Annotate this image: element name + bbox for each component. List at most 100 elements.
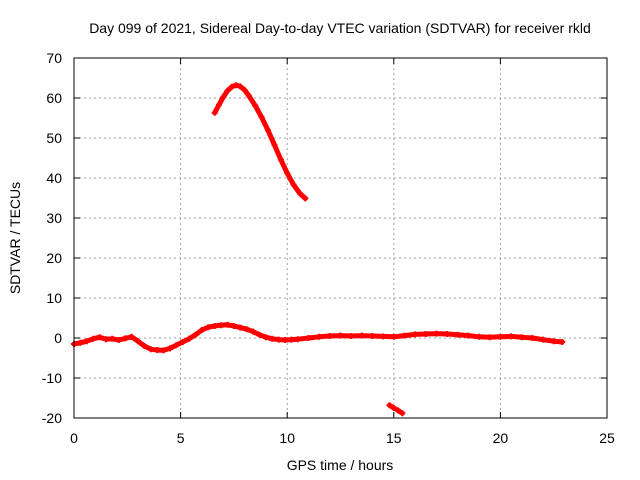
data-point: [96, 334, 103, 341]
data-point: [358, 332, 365, 339]
y-tick-label: -10: [42, 370, 62, 386]
x-tick-labels: 0 5 10 15 20 25: [70, 430, 615, 446]
data-point: [433, 330, 440, 337]
data-point: [326, 333, 333, 339]
axis-ticks: [73, 57, 608, 419]
data-point: [218, 322, 225, 329]
data-point: [258, 114, 265, 121]
data-point: [476, 333, 483, 340]
data-point: [160, 347, 167, 354]
data-point: [192, 331, 199, 338]
data-point: [540, 336, 547, 343]
data-point: [288, 336, 295, 343]
x-tick-label: 20: [493, 430, 509, 446]
data-point: [277, 156, 284, 163]
chart-title: Day 099 of 2021, Sidereal Day-to-day VTE…: [89, 20, 591, 36]
data-point: [422, 331, 429, 337]
y-tick-labels: -20 -10 0 10 20 30 40 50 60 70: [42, 50, 62, 426]
data-point: [401, 332, 408, 339]
y-tick-label: 50: [46, 130, 62, 146]
data-point: [109, 335, 116, 342]
data-point: [83, 338, 90, 345]
data-point: [386, 402, 393, 409]
data-point: [122, 335, 129, 342]
data-point: [262, 334, 269, 341]
data-point: [245, 92, 252, 99]
x-axis-label: GPS time / hours: [287, 457, 394, 473]
data-point: [250, 328, 257, 335]
x-tick-label: 10: [279, 430, 295, 446]
y-tick-label: 70: [46, 50, 62, 66]
data-point: [237, 324, 244, 331]
data-point: [256, 331, 263, 338]
data-point: [395, 407, 402, 414]
data-point: [233, 82, 240, 89]
series-points-dip: [386, 402, 406, 417]
data-point: [296, 190, 303, 197]
x-tick-label: 5: [177, 430, 185, 446]
data-point: [269, 335, 276, 342]
data-point: [215, 101, 222, 108]
data-point: [290, 181, 297, 188]
data-point: [399, 410, 406, 417]
data-point: [166, 345, 173, 352]
x-tick-label: 25: [599, 430, 615, 446]
series-line-peak: [212, 82, 308, 201]
data-point: [412, 331, 419, 338]
y-tick-label: 30: [46, 210, 62, 226]
data-point: [141, 343, 148, 349]
data-point: [252, 102, 259, 109]
data-point: [550, 338, 557, 345]
data-point: [128, 333, 135, 340]
plot-frame: [73, 57, 608, 419]
y-tick-label: 40: [46, 170, 62, 186]
data-point: [316, 333, 323, 340]
data-point: [390, 405, 397, 411]
series-points-main: [71, 321, 566, 354]
data-point: [454, 331, 461, 338]
data-point: [77, 339, 84, 346]
data-point: [305, 335, 312, 341]
y-tick-label: 0: [54, 330, 62, 346]
data-point: [154, 347, 161, 353]
x-tick-label: 15: [386, 430, 402, 446]
series-points-peak: [211, 82, 309, 202]
data-point: [518, 334, 525, 341]
data-point: [265, 127, 272, 134]
data-point: [529, 335, 536, 341]
data-point: [243, 326, 250, 333]
y-tick-label: 10: [46, 290, 62, 306]
series-line-dip: [387, 402, 405, 416]
y-axis-label: SDTVAR / TECUs: [7, 182, 23, 294]
data-point: [390, 333, 397, 340]
data-point: [228, 83, 235, 90]
data-point: [284, 170, 291, 177]
data-point: [559, 339, 566, 345]
data-point: [444, 331, 451, 337]
y-tick-label: -20: [42, 410, 62, 426]
data-point: [102, 336, 109, 343]
data-point: [147, 346, 154, 353]
data-point: [294, 336, 301, 343]
data-point: [115, 337, 122, 343]
data-point: [90, 335, 97, 342]
data-point: [241, 87, 248, 93]
data-point: [224, 87, 231, 94]
y-tick-label: 20: [46, 250, 62, 266]
data-point: [486, 334, 493, 341]
data-point: [134, 338, 141, 345]
data-point: [211, 109, 218, 116]
data-point: [186, 335, 193, 342]
data-point: [465, 332, 472, 339]
data-point: [275, 336, 282, 343]
data-point: [211, 323, 218, 329]
data-point: [348, 333, 355, 339]
data-point: [198, 327, 205, 333]
data-point: [302, 195, 309, 202]
data-point: [380, 333, 387, 340]
data-point: [508, 333, 515, 340]
data-point: [205, 324, 212, 331]
data-point: [224, 321, 231, 328]
data-point: [337, 332, 344, 339]
